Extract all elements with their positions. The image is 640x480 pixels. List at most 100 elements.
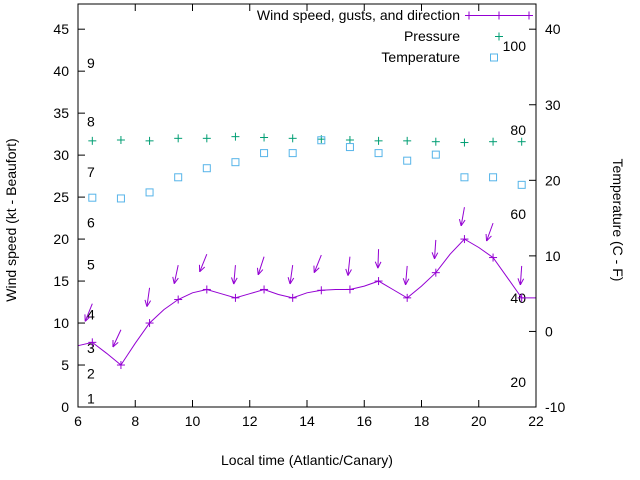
gust-arrow-head (173, 277, 179, 284)
temperature-marker (517, 180, 526, 189)
temperature-marker (403, 156, 412, 165)
y-right-tick-label: 40 (545, 21, 561, 37)
legend-label-wind: Wind speed, gusts, and direction (257, 7, 460, 23)
gust-arrow-head (405, 278, 410, 286)
temperature-marker (145, 188, 154, 197)
y-right-tick-label: 20 (545, 172, 561, 188)
temperature-marker (374, 149, 383, 158)
gust-direction-arrow (84, 303, 93, 322)
y-right-tick-label: 0 (545, 323, 553, 339)
temperature-marker (88, 193, 97, 202)
temperature-marker (489, 173, 498, 182)
x-tick-label: 10 (185, 413, 201, 429)
x-tick-label: 20 (471, 413, 487, 429)
legend-temperature-sample-marker (490, 53, 498, 62)
gust-arrow-head (112, 342, 119, 348)
chart-generated-layer: 6 8 10 12 14 16 18 20 22051015202530354045-10010… (53, 3, 565, 429)
temperature-marker (202, 164, 211, 173)
gust-direction-arrow (112, 329, 122, 348)
fahrenheit-scale-label: 80 (510, 122, 526, 138)
y-axis-title-left: Wind speed (kt - Beaufort) (3, 138, 19, 301)
gust-arrow-head (287, 277, 291, 285)
gust-direction-arrow (146, 287, 151, 307)
gust-arrow-head (434, 252, 439, 260)
x-tick-label: 16 (356, 413, 372, 429)
gust-direction-arrow (486, 222, 494, 242)
gust-direction-arrow (289, 265, 294, 284)
gust-arrow-head (431, 252, 435, 260)
gust-arrow-head (519, 278, 525, 286)
temperature-marker (231, 158, 240, 167)
y-right-tick-label: 30 (545, 97, 561, 113)
x-tick-label: 8 (131, 413, 139, 429)
gust-arrow-head (172, 276, 175, 284)
legend-label-temperature: Temperature (381, 49, 460, 65)
x-tick-label: 18 (414, 413, 430, 429)
gust-direction-arrow (313, 254, 322, 273)
gust-direction-arrow (257, 256, 265, 275)
beaufort-scale-label: 8 (87, 114, 95, 130)
y-left-tick-label: 40 (53, 63, 69, 79)
y-left-tick-label: 5 (61, 357, 69, 373)
x-axis-title: Local time (Atlantic/Canary) (221, 452, 393, 468)
gust-arrow-head (347, 269, 352, 276)
gust-direction-arrow (377, 249, 380, 269)
gust-direction-arrow (519, 265, 523, 285)
gust-arrow-head (233, 277, 238, 285)
beaufort-scale-label: 6 (87, 214, 95, 230)
temperature-marker (116, 194, 125, 203)
fahrenheit-scale-label: 20 (510, 374, 526, 390)
wind-speed-line (77, 238, 536, 366)
gust-direction-arrow (233, 265, 236, 285)
x-tick-label: 12 (242, 413, 258, 429)
beaufort-scale-label: 9 (87, 55, 95, 71)
y-left-tick-label: 30 (53, 147, 69, 163)
gust-arrow-head (257, 269, 264, 276)
y-left-tick-label: 25 (53, 189, 69, 205)
y-left-tick-label: 15 (53, 273, 69, 289)
gust-direction-arrow (199, 254, 208, 272)
beaufort-scale-label: 2 (87, 365, 95, 381)
temperature-marker (460, 173, 469, 182)
gust-arrow-head (402, 278, 407, 286)
y-left-tick-label: 0 (61, 399, 69, 415)
beaufort-scale-label: 7 (87, 164, 95, 180)
y-left-tick-label: 45 (53, 21, 69, 37)
gust-arrow-head (231, 277, 235, 285)
x-tick-label: 14 (299, 413, 315, 429)
beaufort-scale-label: 3 (87, 340, 95, 356)
temperature-marker (174, 173, 183, 182)
gust-arrow-head (345, 268, 349, 276)
gust-arrow-head (377, 261, 382, 269)
gust-arrow-head (199, 266, 206, 273)
gust-arrow-head (517, 278, 521, 286)
gust-arrow-head (144, 299, 148, 307)
y-axis-title-right: Temperature (C - F) (610, 159, 626, 282)
x-tick-label: 22 (528, 413, 544, 429)
gust-arrow-head (256, 267, 259, 275)
gust-direction-arrow (433, 239, 437, 259)
gust-arrow-head (486, 235, 492, 242)
gust-arrow-head (146, 300, 152, 307)
gust-direction-arrow (460, 207, 465, 226)
y-left-tick-label: 35 (53, 105, 69, 121)
beaufort-scale-label: 5 (87, 256, 95, 272)
temperature-marker (345, 143, 354, 152)
plot-border (77, 3, 537, 408)
gust-direction-arrow (173, 265, 179, 284)
temperature-marker (431, 150, 440, 159)
gust-direction-arrow (347, 256, 351, 276)
gust-arrow-head (460, 219, 466, 227)
gust-direction-arrow (405, 265, 408, 285)
temperature-marker (288, 149, 297, 158)
legend-label-pressure: Pressure (404, 28, 460, 44)
gust-arrow-head (458, 218, 462, 227)
gust-arrow-head (374, 261, 379, 269)
gust-arrow-head (313, 267, 320, 274)
y-right-tick-label: 10 (545, 248, 561, 264)
beaufort-scale-label: 4 (87, 307, 95, 323)
fahrenheit-scale-label: 60 (510, 206, 526, 222)
fahrenheit-scale-label: 100 (503, 38, 527, 54)
